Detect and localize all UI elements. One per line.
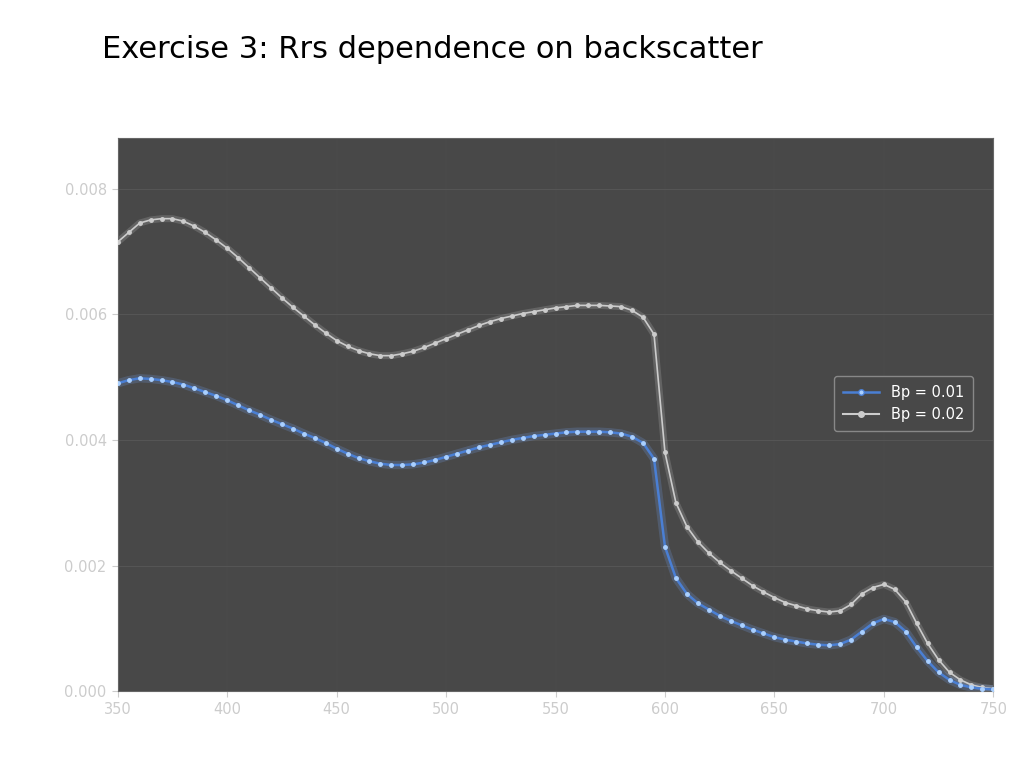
Y-axis label: Rrs [1/sr]: Rrs [1/sr] <box>41 379 56 450</box>
Bp = 0.01 <box>604 428 616 437</box>
Bp = 0.01 <box>834 640 846 649</box>
Bp = 0.02 <box>878 580 890 589</box>
Text: Exercise 3: Rrs dependence on backscatter: Exercise 3: Rrs dependence on backscatte… <box>102 35 763 64</box>
Bp = 0.01 <box>987 685 999 694</box>
Bp = 0.02 <box>156 214 168 223</box>
Bp = 0.02 <box>910 619 923 628</box>
Bp = 0.01 <box>768 633 780 642</box>
Bp = 0.02 <box>768 593 780 602</box>
Line: Bp = 0.02: Bp = 0.02 <box>116 217 995 690</box>
Bp = 0.02 <box>834 606 846 615</box>
Bp = 0.01 <box>670 574 682 583</box>
Bp = 0.02 <box>604 301 616 310</box>
X-axis label: Wavelength [nm]: Wavelength [nm] <box>475 726 636 743</box>
Bp = 0.01 <box>112 379 124 388</box>
Bp = 0.02 <box>987 684 999 694</box>
Bp = 0.01 <box>878 614 890 624</box>
Bp = 0.01 <box>910 643 923 652</box>
Legend: Bp = 0.01, Bp = 0.02: Bp = 0.01, Bp = 0.02 <box>834 376 973 431</box>
Line: Bp = 0.01: Bp = 0.01 <box>116 376 995 691</box>
Bp = 0.02 <box>112 237 124 247</box>
Bp = 0.02 <box>670 498 682 508</box>
Title: Rrs [1/sr]: Rrs [1/sr] <box>508 114 603 133</box>
Bp = 0.01 <box>133 374 145 383</box>
